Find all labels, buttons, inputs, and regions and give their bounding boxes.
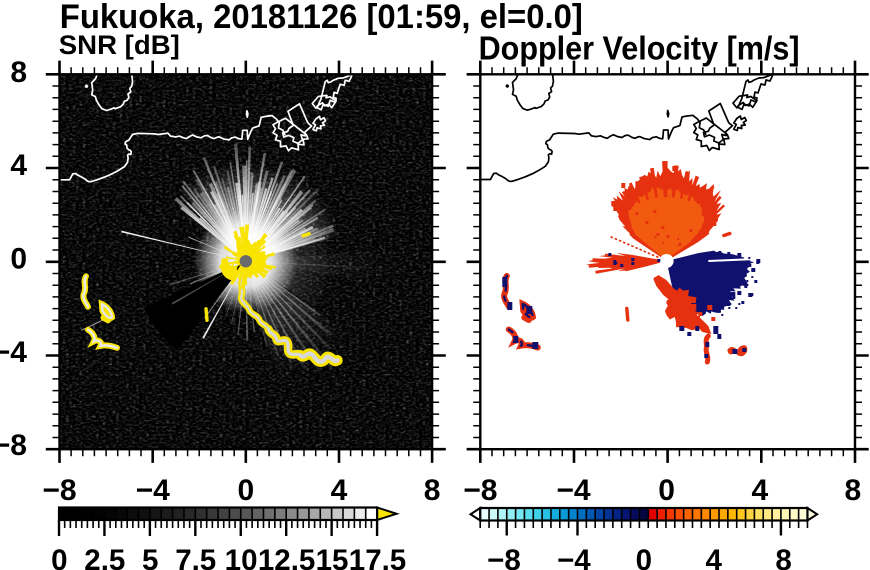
svg-text:2.5: 2.5 [84, 544, 125, 570]
svg-text:8: 8 [845, 474, 862, 507]
svg-text:−8: −8 [42, 474, 76, 507]
svg-text:12.5: 12.5 [258, 544, 315, 570]
svg-text:4: 4 [705, 544, 722, 570]
svg-text:0: 0 [237, 474, 254, 507]
svg-text:−8: −8 [487, 544, 521, 570]
svg-text:4: 4 [331, 474, 348, 507]
svg-text:4: 4 [751, 474, 768, 507]
svg-text:Doppler Velocity [m/s]: Doppler Velocity [m/s] [479, 30, 800, 67]
svg-text:SNR [dB]: SNR [dB] [59, 30, 180, 60]
svg-text:10: 10 [225, 544, 258, 570]
svg-text:7.5: 7.5 [175, 544, 216, 570]
svg-text:−8: −8 [0, 429, 27, 462]
svg-text:−4: −4 [556, 474, 591, 507]
svg-text:−4: −4 [557, 544, 591, 570]
svg-text:5: 5 [142, 544, 158, 570]
svg-text:8: 8 [775, 544, 791, 570]
svg-text:17.5: 17.5 [349, 544, 406, 570]
svg-text:Fukuoka, 20181126 [01:59, el=0: Fukuoka, 20181126 [01:59, el=0.0] [60, 0, 583, 36]
svg-text:15: 15 [316, 544, 349, 570]
svg-text:8: 8 [10, 56, 27, 89]
svg-text:0: 0 [51, 544, 67, 570]
svg-text:4: 4 [10, 149, 27, 182]
svg-text:−8: −8 [463, 474, 497, 507]
svg-text:−4: −4 [136, 474, 171, 507]
svg-text:0: 0 [10, 243, 27, 276]
svg-text:8: 8 [424, 474, 441, 507]
svg-text:−4: −4 [0, 336, 27, 369]
svg-text:0: 0 [658, 474, 675, 507]
svg-text:0: 0 [636, 544, 652, 570]
